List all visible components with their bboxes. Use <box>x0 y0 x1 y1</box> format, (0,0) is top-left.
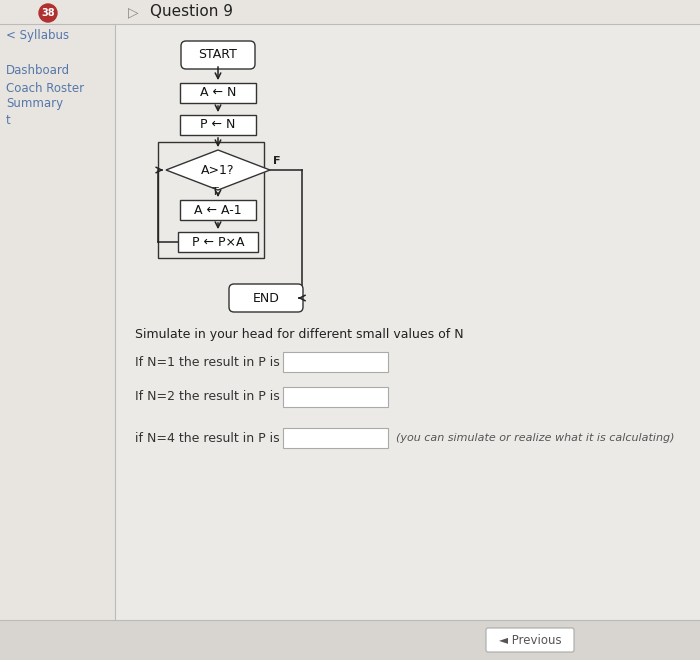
Text: F: F <box>273 156 281 166</box>
Bar <box>283 428 388 448</box>
Bar <box>180 83 256 103</box>
Text: A ← A-1: A ← A-1 <box>194 203 241 216</box>
FancyBboxPatch shape <box>229 284 303 312</box>
Text: END: END <box>253 292 279 304</box>
Text: Summary: Summary <box>6 98 63 110</box>
Bar <box>283 352 388 372</box>
Text: Simulate in your head for different small values of N: Simulate in your head for different smal… <box>135 328 463 341</box>
Bar <box>0 620 700 660</box>
Text: ▷: ▷ <box>127 5 139 19</box>
Bar <box>283 387 388 407</box>
Text: START: START <box>199 48 237 61</box>
Text: Dashboard: Dashboard <box>6 63 70 77</box>
FancyBboxPatch shape <box>486 628 574 652</box>
Bar <box>115 24 700 620</box>
Polygon shape <box>166 150 270 190</box>
Text: P ← N: P ← N <box>200 119 236 131</box>
Bar <box>180 200 256 220</box>
Bar <box>158 142 264 258</box>
Bar <box>178 232 258 252</box>
Text: if N=4 the result in P is: if N=4 the result in P is <box>135 432 279 444</box>
FancyBboxPatch shape <box>181 41 255 69</box>
Text: Question 9: Question 9 <box>150 5 233 20</box>
Text: t: t <box>6 114 10 127</box>
Text: ◄ Previous: ◄ Previous <box>498 634 561 647</box>
Text: A ← N: A ← N <box>199 86 236 100</box>
Text: If N=1 the result in P is: If N=1 the result in P is <box>135 356 280 368</box>
Text: A>1?: A>1? <box>202 164 235 176</box>
Text: If N=2 the result in P is: If N=2 the result in P is <box>135 391 280 403</box>
Bar <box>180 115 256 135</box>
Text: P ← P×A: P ← P×A <box>192 236 244 249</box>
Text: T: T <box>212 187 218 197</box>
Text: < Syllabus: < Syllabus <box>6 28 69 42</box>
Text: 38: 38 <box>41 8 55 18</box>
Text: Coach Roster: Coach Roster <box>6 81 84 94</box>
Text: (you can simulate or realize what it is calculating): (you can simulate or realize what it is … <box>396 433 675 443</box>
Circle shape <box>39 4 57 22</box>
